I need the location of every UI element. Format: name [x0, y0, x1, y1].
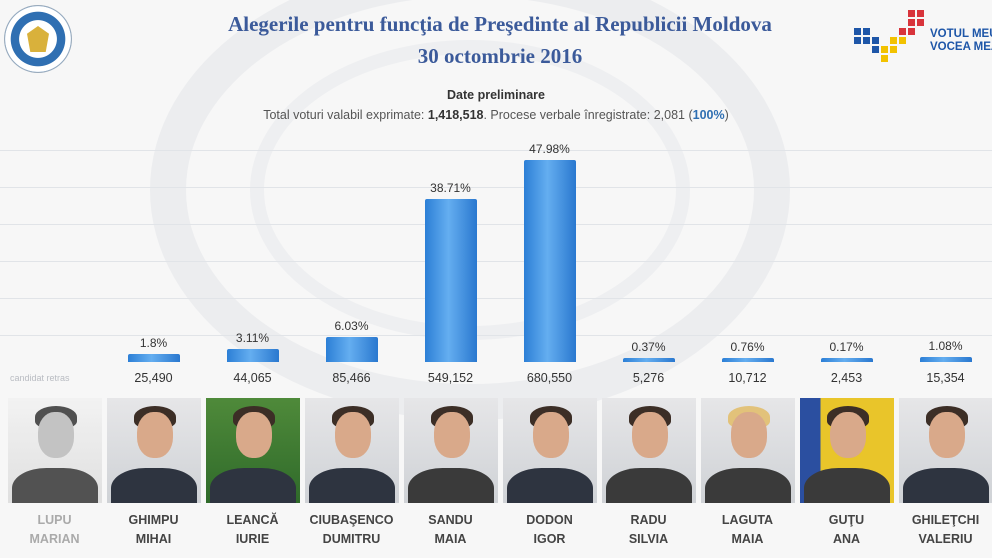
candidate-name: LUPU MARIAN	[5, 511, 105, 549]
candidate-photo	[7, 398, 102, 503]
candidate-name: RADU SILVIA	[599, 511, 699, 549]
bar-percent-label: 1.8%	[139, 336, 168, 351]
candidate-surname: RADU	[630, 513, 667, 527]
candidate-first-name: DUMITRU	[322, 532, 381, 546]
vote-count: 680,550	[526, 371, 573, 385]
candidate-photo	[106, 398, 201, 503]
bar-laguta	[721, 358, 774, 362]
vote-count: 15,354	[926, 371, 965, 385]
bar-percent-label: 38.71%	[430, 181, 471, 196]
candidate-name: DODON IGOR	[500, 511, 600, 549]
gridline	[0, 335, 992, 336]
vote-count: 549,152	[427, 371, 474, 385]
logo-mosaic-icon	[854, 10, 924, 62]
election-date: 30 octombrie 2016	[417, 44, 583, 68]
candidate-surname: LEANCĂ	[226, 513, 279, 527]
candidate-photo	[304, 398, 399, 503]
gridline	[0, 298, 992, 299]
candidate-surname: LAGUTA	[721, 513, 774, 527]
candidate-photo	[700, 398, 795, 503]
candidate-photo	[502, 398, 597, 503]
candidate-surname: GHIMPU	[128, 513, 179, 527]
gridline	[0, 187, 992, 188]
cec-seal-logo	[5, 6, 71, 72]
totals-percent: 100%	[692, 108, 725, 122]
vote-count: 25,490	[134, 371, 173, 385]
bar-ciubaşenco	[325, 336, 378, 362]
bar-percent-label: 0.76%	[730, 340, 765, 354]
candidate-first-name: VALERIU	[918, 532, 973, 546]
gridline	[0, 224, 992, 225]
total-votes: 1,418,518	[427, 108, 484, 122]
candidate-first-name: MAIA	[434, 532, 467, 546]
totals-line: Total voturi valabil exprimate: 1,418,51…	[0, 108, 992, 122]
candidate-first-name: IURIE	[235, 532, 270, 546]
candidate-first-name: MAIA	[731, 532, 764, 546]
candidate-name: LEANCĂ IURIE	[203, 511, 303, 549]
candidate-photo	[601, 398, 696, 503]
candidate-first-name: IGOR	[533, 532, 566, 546]
candidate-name: GHILEŢCHI VALERIU	[896, 511, 992, 549]
candidate-photo	[799, 398, 894, 503]
candidate-surname: GUŢU	[828, 513, 865, 527]
bar-percent-label: 3.11%	[235, 330, 270, 345]
candidate-surname: LUPU	[37, 513, 72, 527]
candidate-photo	[403, 398, 498, 503]
candidate-first-name: SILVIA	[628, 532, 669, 546]
preliminary-label: Date preliminare	[447, 88, 545, 102]
candidate-photo	[898, 398, 992, 503]
logo-line-2: VOCEA MEA	[930, 41, 992, 53]
withdrawn-candidate-note: candidat retras	[10, 373, 70, 383]
candidate-name: GHIMPU MIHAI	[104, 511, 204, 549]
candidate-surname: GHILEŢCHI	[911, 513, 980, 527]
gridline	[0, 150, 992, 151]
candidate-name: SANDU MAIA	[401, 511, 501, 549]
logo-line-1: VOTUL MEU	[930, 28, 992, 40]
totals-prefix: Total voturi valabil exprimate:	[263, 108, 428, 122]
candidate-first-name: MARIAN	[29, 532, 80, 546]
bar-radu	[622, 358, 675, 362]
vote-count: 44,065	[233, 371, 272, 385]
candidate-first-name: MIHAI	[135, 532, 172, 546]
bar-leancă	[226, 348, 279, 362]
bar-guţu	[820, 358, 873, 362]
bar-percent-label: 6.03%	[334, 318, 369, 333]
vote-count: 10,712	[728, 371, 767, 385]
candidate-surname: SANDU	[428, 513, 473, 527]
bar-percent-label: 0.17%	[829, 340, 864, 354]
bar-ghimpu	[127, 354, 180, 362]
candidate-name: LAGUTA MAIA	[698, 511, 798, 549]
candidate-name: CIUBAŞENCO DUMITRU	[302, 511, 402, 549]
vote-count: 85,466	[332, 371, 371, 385]
gridline	[0, 261, 992, 262]
bar-dodon	[523, 160, 576, 362]
candidate-name: GUŢU ANA	[797, 511, 897, 549]
totals-suffix: )	[724, 108, 729, 122]
vote-count: 2,453	[830, 371, 863, 385]
page-title: Alegerile pentru funcţia de Preşedinte a…	[228, 12, 772, 36]
candidate-surname: CIUBAŞENCO	[309, 513, 394, 527]
candidate-photo	[205, 398, 300, 503]
candidate-first-name: ANA	[832, 532, 861, 546]
bar-ghileţchi	[919, 357, 972, 362]
bar-sandu	[424, 199, 477, 362]
bar-percent-label: 47.98%	[529, 142, 570, 157]
candidate-surname: DODON	[526, 513, 573, 527]
bar-percent-label: 0.37%	[631, 340, 666, 354]
vote-count: 5,276	[632, 371, 665, 385]
totals-mid: . Procese verbale înregistrate: 2,081 (	[483, 108, 693, 122]
bar-percent-label: 1.08%	[928, 339, 963, 354]
